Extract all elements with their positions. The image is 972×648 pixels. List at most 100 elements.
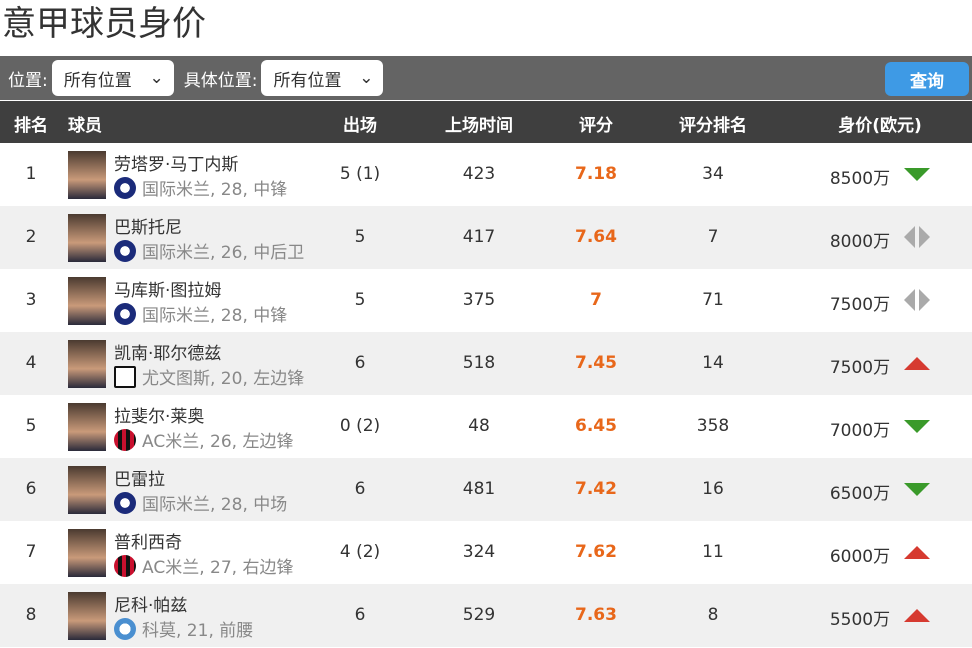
club-logo-icon [114, 302, 136, 325]
club-logo-icon [114, 428, 136, 451]
rating-rank: 71 [702, 290, 724, 310]
club-logo-icon [114, 491, 136, 514]
club-name[interactable]: 国际米兰 [142, 243, 210, 263]
header-rating-rank[interactable]: 评分排名 [679, 116, 747, 136]
player-info: , 27, 右边锋 [199, 558, 294, 578]
appearances: 0 (2) [339, 416, 381, 436]
trend-down-icon [904, 419, 930, 439]
player-info: , 26, 中后卫 [210, 243, 305, 263]
player-avatar[interactable] [68, 403, 106, 451]
rating: 7 [590, 290, 602, 310]
club-logo-icon [114, 617, 136, 640]
player-avatar[interactable] [68, 151, 106, 199]
header-value[interactable]: 身价(欧元) [838, 116, 922, 136]
player-name[interactable]: 尼科·帕兹 [114, 596, 188, 616]
trend-same-icon [904, 289, 930, 316]
rating-rank: 34 [702, 164, 724, 184]
player-name[interactable]: 马库斯·图拉姆 [114, 281, 222, 301]
position-select[interactable]: 所有位置 ⌄ [51, 60, 174, 96]
chevron-down-icon: ⌄ [149, 68, 164, 88]
table-row[interactable]: 7 普利西奇 AC米兰, 27, 右边锋 4 (2) 324 7.62 11 6… [0, 521, 972, 584]
position-label: 位置: [8, 70, 48, 91]
chevron-down-icon: ⌄ [359, 68, 374, 88]
table-row[interactable]: 3 马库斯·图拉姆 国际米兰, 28, 中锋 5 375 7 71 7500万 [0, 269, 972, 332]
club-logo-icon [114, 239, 136, 262]
rating-rank: 358 [696, 416, 730, 436]
player-name[interactable]: 凯南·耶尔德兹 [114, 344, 222, 364]
player-avatar[interactable] [68, 214, 106, 262]
rating: 7.64 [575, 227, 617, 247]
rating-rank: 16 [702, 479, 724, 499]
rating: 7.45 [575, 353, 617, 373]
rating-rank: 11 [702, 542, 724, 562]
trend-down-icon [904, 167, 930, 187]
header-minutes[interactable]: 上场时间 [445, 116, 513, 136]
player-avatar[interactable] [68, 529, 106, 577]
player-name[interactable]: 普利西奇 [114, 533, 182, 553]
market-value: 8500万 [829, 169, 891, 189]
market-value: 6000万 [829, 547, 891, 567]
club-name[interactable]: AC米兰 [142, 432, 200, 452]
rank: 1 [25, 164, 37, 184]
player-avatar[interactable] [68, 277, 106, 325]
rank: 2 [25, 227, 37, 247]
market-value: 7500万 [829, 358, 891, 378]
rank: 7 [25, 542, 37, 562]
club-name[interactable]: 国际米兰 [142, 495, 210, 515]
club-name[interactable]: 国际米兰 [142, 180, 210, 200]
trend-up-icon [904, 545, 930, 565]
appearances: 6 [354, 479, 366, 499]
rating: 7.18 [575, 164, 617, 184]
player-name[interactable]: 巴雷拉 [114, 470, 165, 490]
rank: 8 [25, 605, 37, 625]
detail-position-value: 所有位置 [273, 70, 342, 91]
club-name[interactable]: 国际米兰 [142, 306, 210, 326]
player-avatar[interactable] [68, 466, 106, 514]
player-info: , 28, 中锋 [210, 180, 288, 200]
player-name[interactable]: 巴斯托尼 [114, 218, 182, 238]
market-value: 7500万 [829, 295, 891, 315]
query-button[interactable]: 查询 [885, 62, 969, 96]
appearances: 5 [354, 290, 366, 310]
minutes: 375 [462, 290, 496, 310]
player-info: , 20, 左边锋 [210, 369, 305, 389]
player-name[interactable]: 劳塔罗·马丁内斯 [114, 155, 239, 175]
market-value: 5500万 [829, 610, 891, 630]
player-name[interactable]: 拉斐尔·莱奥 [114, 407, 205, 427]
header-apps[interactable]: 出场 [343, 116, 377, 136]
trend-down-icon [904, 482, 930, 502]
club-logo-icon [114, 365, 136, 388]
club-name[interactable]: AC米兰 [142, 558, 200, 578]
header-rating[interactable]: 评分 [579, 116, 613, 136]
header-player: 球员 [68, 116, 102, 136]
minutes: 481 [462, 479, 496, 499]
trend-up-icon [904, 356, 930, 376]
detail-position-select[interactable]: 所有位置 ⌄ [261, 60, 384, 96]
rating-rank: 8 [707, 605, 719, 625]
rank: 4 [25, 353, 37, 373]
appearances: 5 (1) [339, 164, 381, 184]
minutes: 324 [462, 542, 496, 562]
player-info: , 21, 前腰 [176, 621, 254, 641]
table-row[interactable]: 1 劳塔罗·马丁内斯 国际米兰, 28, 中锋 5 (1) 423 7.18 3… [0, 143, 972, 206]
player-info: , 28, 中锋 [210, 306, 288, 326]
table-header: 排名 球员 出场 上场时间 评分 评分排名 身价(欧元) [0, 101, 972, 143]
table-row[interactable]: 6 巴雷拉 国际米兰, 28, 中场 6 481 7.42 16 6500万 [0, 458, 972, 521]
player-info: , 26, 左边锋 [199, 432, 294, 452]
header-rank[interactable]: 排名 [14, 116, 48, 136]
table-row[interactable]: 4 凯南·耶尔德兹 尤文图斯, 20, 左边锋 6 518 7.45 14 75… [0, 332, 972, 395]
player-avatar[interactable] [68, 592, 106, 640]
table-row[interactable]: 2 巴斯托尼 国际米兰, 26, 中后卫 5 417 7.64 7 8000万 [0, 206, 972, 269]
trend-same-icon [904, 226, 930, 253]
club-name[interactable]: 科莫 [142, 621, 176, 641]
market-value: 7000万 [829, 421, 891, 441]
rank: 6 [25, 479, 37, 499]
player-avatar[interactable] [68, 340, 106, 388]
club-name[interactable]: 尤文图斯 [142, 369, 210, 389]
table-row[interactable]: 5 拉斐尔·莱奥 AC米兰, 26, 左边锋 0 (2) 48 6.45 358… [0, 395, 972, 458]
minutes: 417 [462, 227, 496, 247]
table-row[interactable]: 8 尼科·帕兹 科莫, 21, 前腰 6 529 7.63 8 5500万 [0, 584, 972, 647]
position-value: 所有位置 [63, 70, 132, 91]
appearances: 4 (2) [339, 542, 381, 562]
rating-rank: 7 [707, 227, 719, 247]
